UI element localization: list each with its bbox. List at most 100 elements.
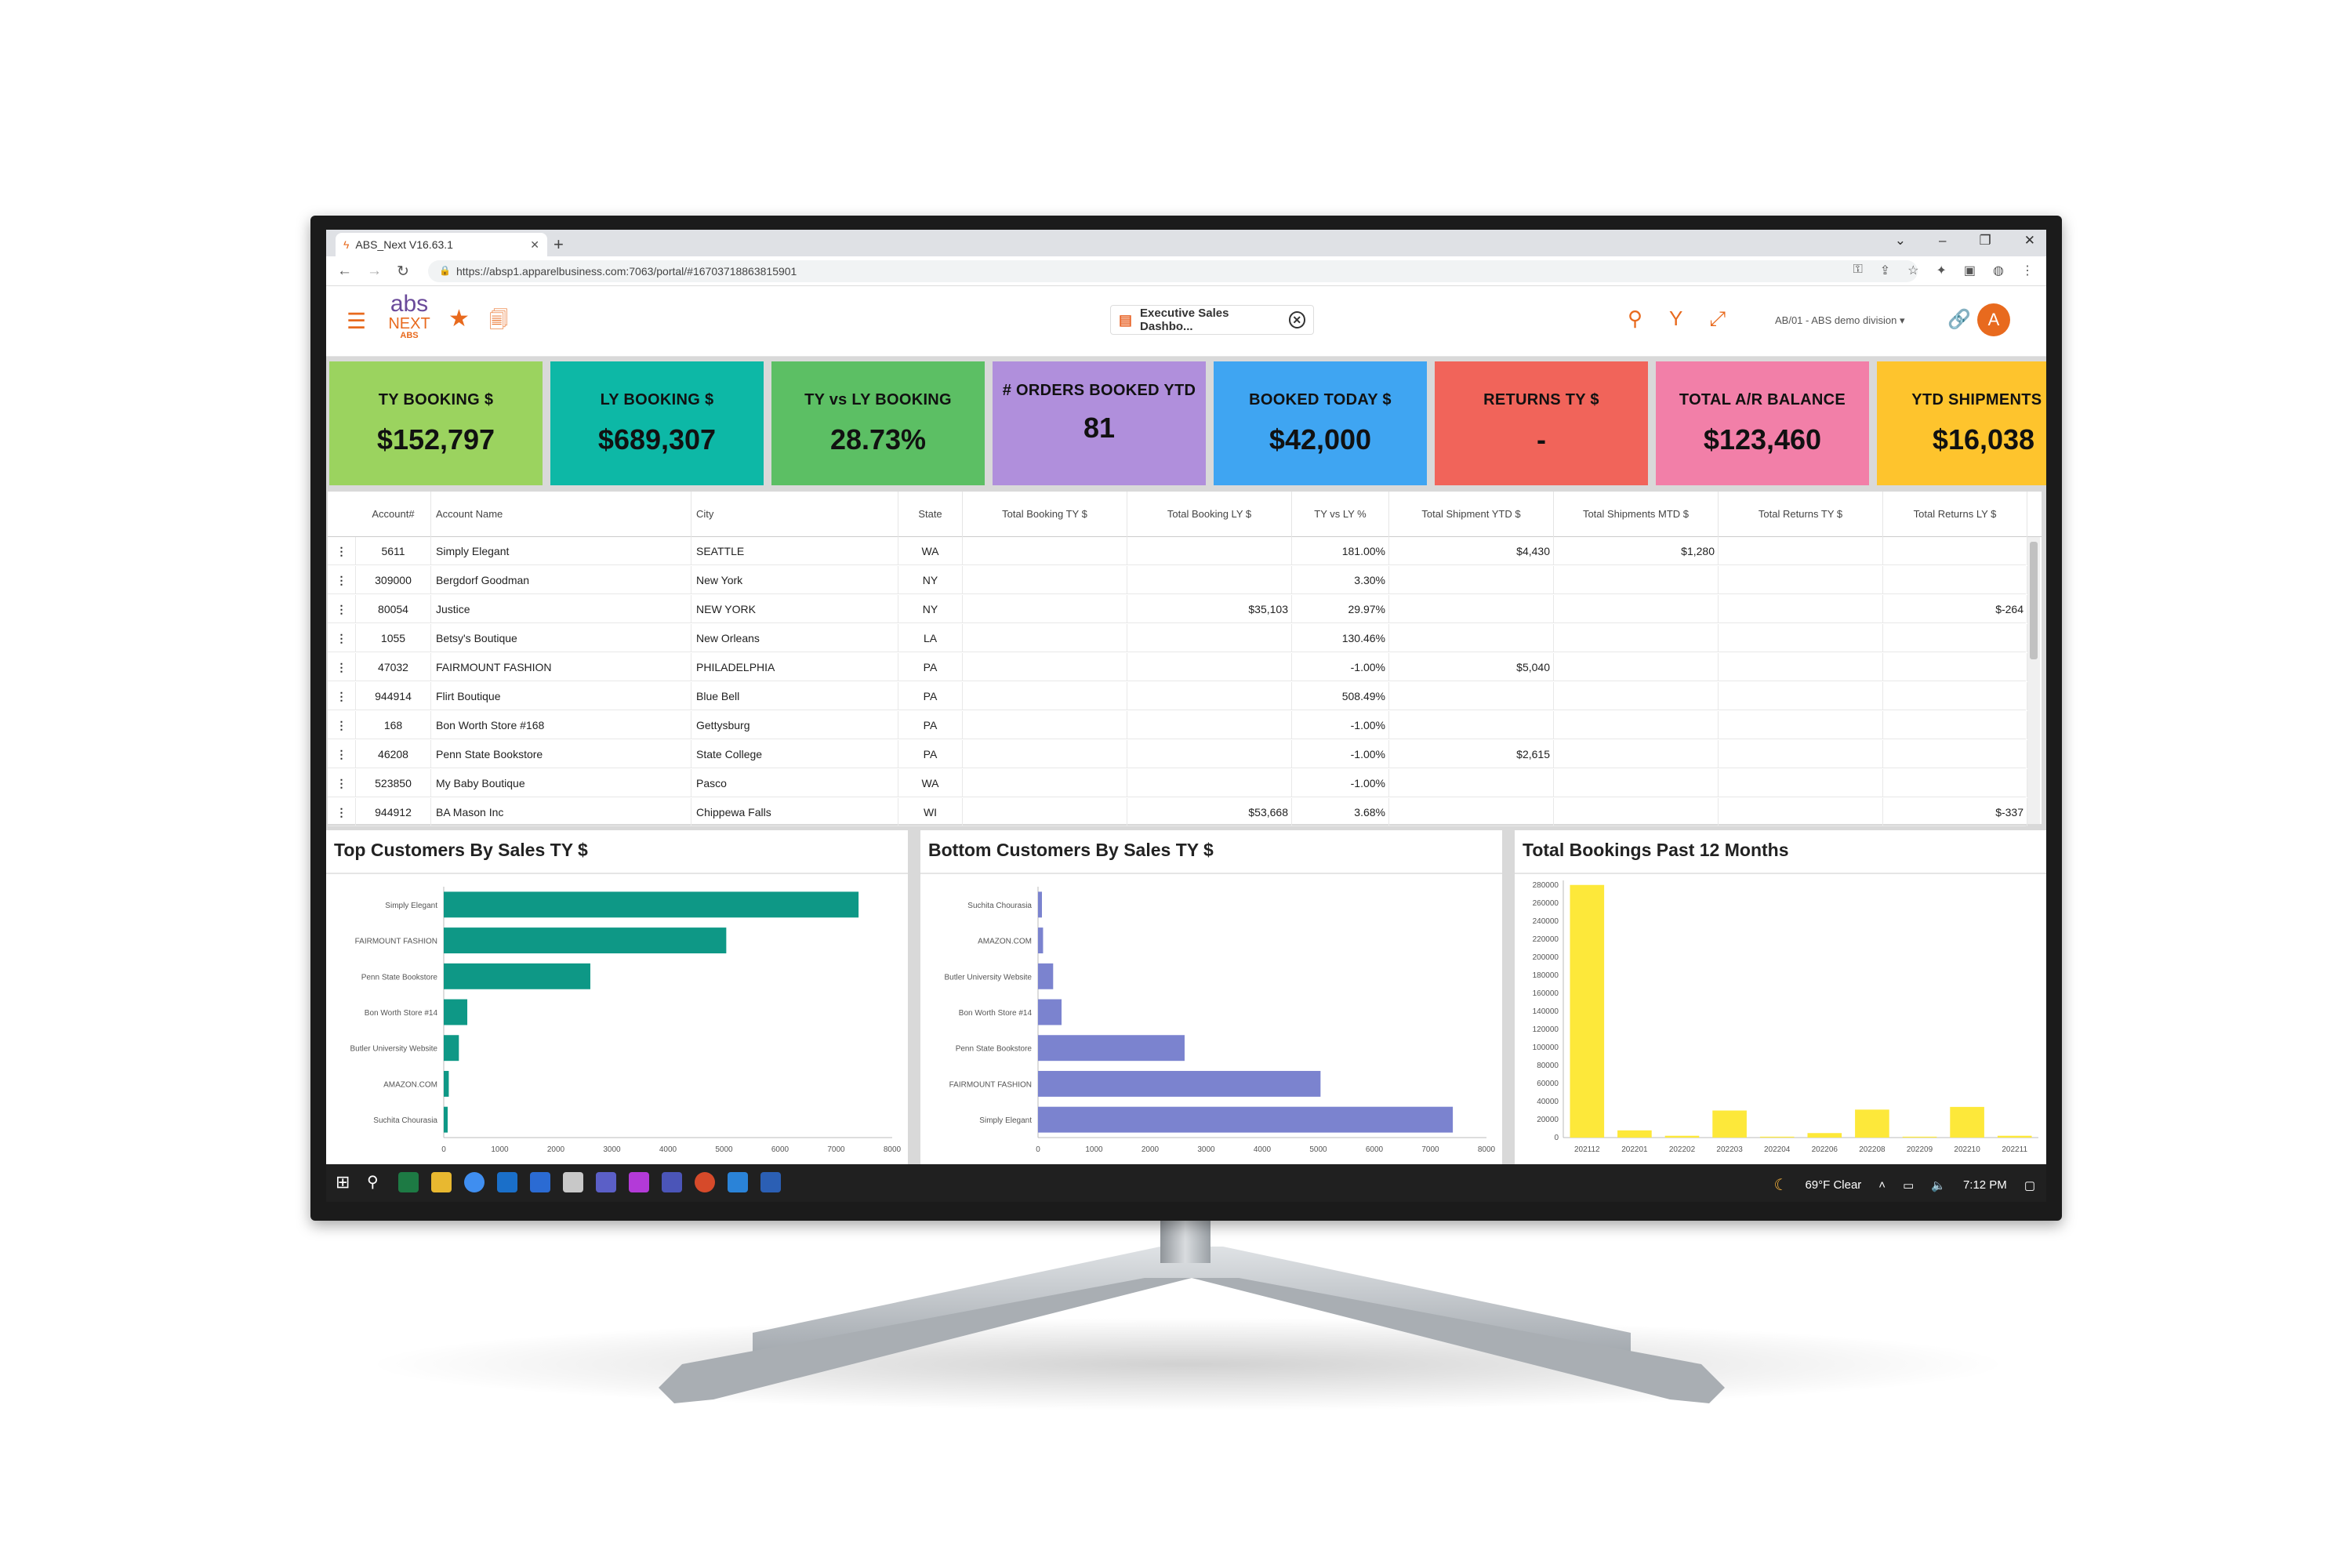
table-cell: Bergdorf Goodman xyxy=(431,566,691,594)
back-icon[interactable]: ← xyxy=(337,263,352,279)
table-row[interactable]: ⋮ 168 Bon Worth Store #168 Gettysburg PA -1.0… xyxy=(328,711,2027,739)
window-controls: ⌄ – ❐ ✕ xyxy=(1895,233,2035,249)
column-header[interactable]: Total Returns TY $ xyxy=(1719,492,1883,537)
chrome-app-icon[interactable] xyxy=(464,1172,485,1192)
sidepanel-icon[interactable]: ▣ xyxy=(1963,264,1976,278)
kpi-tile[interactable]: RETURNS TY $ - xyxy=(1435,361,1648,485)
media-app-icon[interactable] xyxy=(629,1172,649,1192)
filter-funnel-icon[interactable]: Y xyxy=(1669,307,1683,330)
bookmark-star-icon[interactable]: ☆ xyxy=(1907,264,1919,278)
paint-app-icon[interactable] xyxy=(596,1172,616,1192)
column-header[interactable]: Total Shipment YTD $ xyxy=(1389,492,1554,537)
table-row[interactable]: ⋮ 1055 Betsy's Boutique New Orleans LA 130.46… xyxy=(328,624,2027,652)
kpi-tile[interactable]: TY BOOKING $ $152,797 xyxy=(329,361,543,485)
table-cell: PA xyxy=(898,653,963,681)
column-header[interactable]: City xyxy=(691,492,898,537)
table-row[interactable]: ⋮ 80054 Justice NEW YORK NY $35,103 29.97% $-26… xyxy=(328,595,2027,623)
tab-search-icon[interactable]: ⌄ xyxy=(1894,233,1907,248)
remote-desktop-icon[interactable] xyxy=(728,1172,748,1192)
row-menu-icon[interactable]: ⋮ xyxy=(328,624,356,652)
column-header[interactable]: Total Returns LY $ xyxy=(1883,492,2027,537)
browser-tab[interactable]: ϟ ABS_Next V16.63.1 ✕ xyxy=(336,233,547,256)
y-tick-label: 60000 xyxy=(1537,1080,1559,1088)
kpi-tile[interactable]: # ORDERS BOOKED YTD 81 xyxy=(993,361,1206,485)
table-row[interactable]: ⋮ 46208 Penn State Bookstore State College P… xyxy=(328,740,2027,768)
user-avatar[interactable]: A xyxy=(1977,303,2010,336)
column-header[interactable]: Account Name xyxy=(431,492,691,537)
volume-icon[interactable]: 🔈 xyxy=(1931,1178,1946,1192)
column-header[interactable]: TY vs LY % xyxy=(1292,492,1389,537)
share-icon[interactable]: ⇪ xyxy=(1879,264,1891,278)
table-row[interactable]: ⋮ 5611 Simply Elegant SEATTLE WA 181.00% $4,43… xyxy=(328,537,2027,565)
forward-icon[interactable]: → xyxy=(367,263,382,279)
logo-text-abs: abs xyxy=(390,291,429,317)
key-icon[interactable]: ⚿ xyxy=(1853,263,1863,276)
row-menu-icon[interactable]: ⋮ xyxy=(328,595,356,623)
weather-text[interactable]: 69°F Clear xyxy=(1805,1178,1862,1192)
table-row[interactable]: ⋮ 309000 Bergdorf Goodman New York NY 3.30% xyxy=(328,566,2027,594)
fullscreen-icon[interactable]: ⤢ xyxy=(1709,307,1726,330)
table-cell xyxy=(1883,740,2027,768)
table-row[interactable]: ⋮ 523850 My Baby Boutique Pasco WA -1.00% xyxy=(328,769,2027,797)
minimize-icon[interactable]: – xyxy=(1939,233,1947,248)
kpi-tile[interactable]: TOTAL A/R BALANCE $123,460 xyxy=(1656,361,1869,485)
word-app-icon[interactable] xyxy=(760,1172,781,1192)
kpi-tile[interactable]: BOOKED TODAY $ $42,000 xyxy=(1214,361,1427,485)
row-menu-icon[interactable]: ⋮ xyxy=(328,769,356,797)
open-dashboard-tab[interactable]: ▤ Executive Sales Dashbo... ✕ xyxy=(1110,305,1314,335)
row-menu-icon[interactable]: ⋮ xyxy=(328,682,356,710)
hamburger-menu-icon[interactable]: ☰ xyxy=(347,309,367,333)
column-header[interactable]: Total Booking TY $ xyxy=(963,492,1127,537)
notification-center-icon[interactable]: ▢ xyxy=(2024,1178,2035,1192)
row-menu-icon[interactable]: ⋮ xyxy=(328,740,356,768)
close-dashboard-tab-icon[interactable]: ✕ xyxy=(1288,311,1305,328)
notifications-icon[interactable]: 🗐 xyxy=(489,310,508,331)
excel-app-icon[interactable] xyxy=(398,1172,419,1192)
recorder-app-icon[interactable] xyxy=(695,1172,715,1192)
network-icon[interactable]: ▭ xyxy=(1903,1178,1915,1192)
kpi-tile[interactable]: LY BOOKING $ $689,307 xyxy=(550,361,764,485)
division-selector[interactable]: AB/01 - ABS demo division ▾ xyxy=(1775,314,1905,327)
table-row[interactable]: ⋮ 47032 FAIRMOUNT FASHION PHILADELPHIA PA -1.… xyxy=(328,653,2027,681)
kpi-tile[interactable]: YTD SHIPMENTS $ $16,038 xyxy=(1877,361,2046,485)
taskbar-search-icon[interactable]: ⚲ xyxy=(367,1174,379,1191)
file-explorer-icon[interactable] xyxy=(431,1172,452,1192)
link-icon[interactable]: 🔗 xyxy=(1947,309,1971,330)
notes-app-icon[interactable] xyxy=(563,1172,583,1192)
row-menu-icon[interactable]: ⋮ xyxy=(328,566,356,594)
table-scrollbar[interactable] xyxy=(2027,537,2040,824)
row-menu-icon[interactable]: ⋮ xyxy=(328,653,356,681)
clock[interactable]: 7:12 PM xyxy=(1962,1178,2007,1192)
table-row[interactable]: ⋮ 944912 BA Mason Inc Chippewa Falls WI $53,6… xyxy=(328,798,2027,826)
restore-icon[interactable]: ❐ xyxy=(1979,233,1991,248)
column-header[interactable]: State xyxy=(898,492,963,537)
outlook-app-icon[interactable] xyxy=(497,1172,517,1192)
windows-start-icon[interactable]: ⊞ xyxy=(336,1172,350,1192)
row-menu-icon[interactable]: ⋮ xyxy=(328,711,356,739)
menu-dots-icon[interactable]: ⋮ xyxy=(2021,264,2034,278)
new-tab-button[interactable]: + xyxy=(554,234,564,254)
row-menu-icon[interactable]: ⋮ xyxy=(328,537,356,565)
close-window-icon[interactable]: ✕ xyxy=(2024,233,2035,248)
profile-icon[interactable]: ◍ xyxy=(1993,264,2004,278)
column-header[interactable]: Total Shipments MTD $ xyxy=(1554,492,1719,537)
x-tick-label: 202202 xyxy=(1669,1145,1696,1154)
close-tab-icon[interactable]: ✕ xyxy=(530,238,539,251)
calendar-app-icon[interactable] xyxy=(530,1172,550,1192)
row-menu-icon[interactable]: ⋮ xyxy=(328,798,356,826)
column-header[interactable]: Account# xyxy=(356,492,431,537)
system-tray: ☾ 69°F Clear ˄ ▭ 🔈 7:12 PM ▢ xyxy=(1774,1175,2036,1195)
column-header[interactable]: Total Booking LY $ xyxy=(1127,492,1292,537)
abs-next-logo[interactable]: abs NEXT ABS xyxy=(386,292,433,347)
table-row[interactable]: ⋮ 944914 Flirt Boutique Blue Bell PA 508.49% xyxy=(328,682,2027,710)
reload-icon[interactable]: ↻ xyxy=(397,263,409,280)
favorites-star-icon[interactable]: ★ xyxy=(448,306,470,332)
extensions-icon[interactable]: ✦ xyxy=(1936,264,1947,278)
kpi-tile[interactable]: TY vs LY BOOKING 28.73% xyxy=(771,361,985,485)
address-bar[interactable]: 🔒 https://absp1.apparelbusiness.com:7063… xyxy=(428,260,1918,282)
teams-app-icon[interactable] xyxy=(662,1172,682,1192)
search-icon[interactable]: ⚲ xyxy=(1628,307,1643,330)
table-scrollbar-thumb[interactable] xyxy=(2030,542,2038,659)
table-cell xyxy=(963,740,1127,768)
tray-chevron-icon[interactable]: ˄ xyxy=(1878,1178,1886,1192)
